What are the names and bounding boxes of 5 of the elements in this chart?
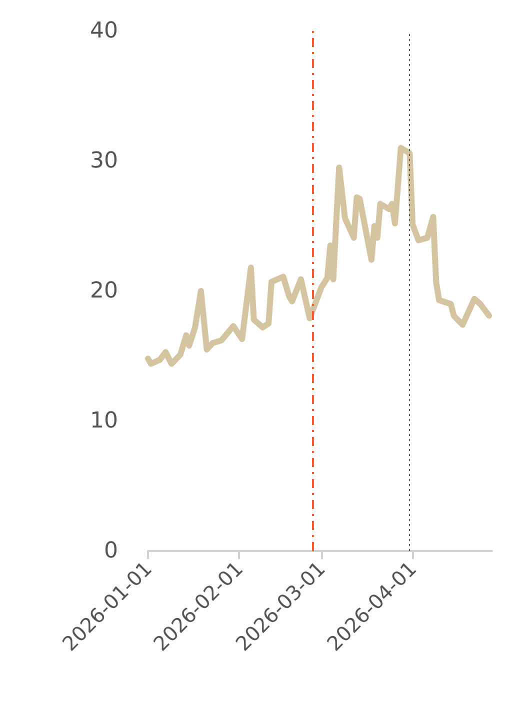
y-tick-label: 0 (104, 538, 118, 564)
y-tick-label: 40 (90, 18, 118, 44)
y-tick-label: 10 (90, 408, 118, 434)
y-tick-label: 30 (90, 148, 118, 174)
y-tick-label: 20 (90, 278, 118, 304)
